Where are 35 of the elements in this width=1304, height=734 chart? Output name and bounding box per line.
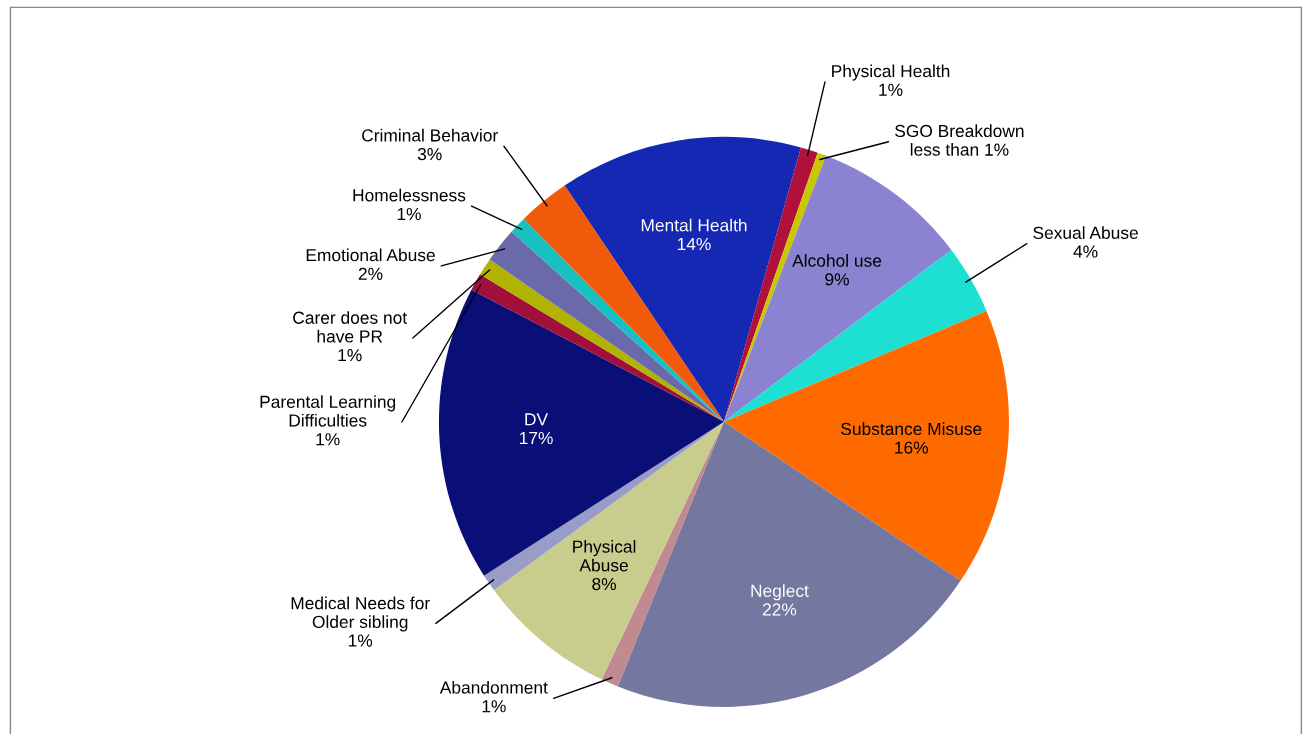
data-label: 4% [1073, 245, 1098, 258]
data-label: 1% [338, 349, 362, 362]
slice-label: Substance Misuse [841, 422, 982, 436]
slice-label: Homelessness [353, 188, 466, 202]
data-label: 1% [316, 433, 340, 446]
pie-slice [723, 249, 987, 422]
data-label: 22% [762, 603, 797, 616]
slice-label: Emotional Abuse [306, 248, 435, 262]
data-label: 9% [825, 273, 849, 286]
data-label: 14% [677, 237, 711, 251]
slice-label: Alcohol use [792, 254, 882, 267]
slice-label: SGO Breakdown [895, 124, 1024, 138]
slice-label: Physical Abuse [573, 540, 636, 572]
data-label: 16% [895, 441, 928, 454]
slice-label: Medical Needs for Older sibling [291, 596, 430, 632]
slice-label: Abandonment [439, 680, 548, 694]
data-label: 1% [482, 700, 506, 713]
data-label: 1% [879, 83, 903, 96]
data-label: 17% [519, 431, 553, 445]
slice-label: Neglect [751, 584, 809, 601]
pie-slice [438, 289, 724, 576]
data-label: 1% [397, 207, 421, 221]
data-label: 1% [348, 634, 373, 647]
slice-label: DV [525, 413, 549, 426]
data-label: less than 1% [910, 143, 1009, 156]
data-label: 2% [358, 267, 383, 280]
slice-label: Mental Health [641, 218, 747, 232]
pie-slice [723, 310, 1009, 581]
slice-label: Physical Health [832, 64, 950, 81]
slice-label: Parental Learning Difficulties [260, 395, 396, 427]
slice-label: Criminal Behavior [362, 128, 498, 142]
slice-label: Carer does not have PR [293, 311, 407, 343]
data-label: 8% [592, 577, 616, 591]
data-label: 3% [417, 147, 442, 161]
slice-label: Sexual Abuse [1033, 226, 1138, 239]
